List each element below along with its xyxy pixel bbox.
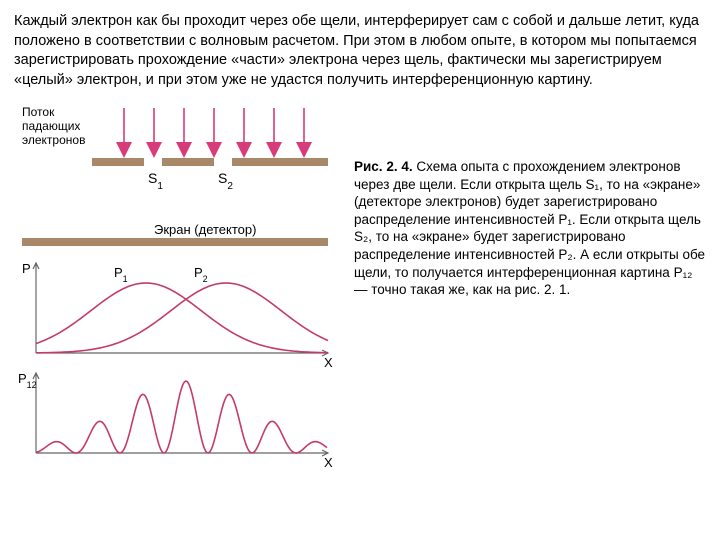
svg-text:X: X: [324, 355, 333, 370]
svg-text:S1: S1: [148, 170, 163, 192]
svg-text:P12: P12: [18, 371, 37, 390]
svg-text:P2: P2: [194, 265, 208, 284]
svg-text:P: P: [22, 261, 31, 276]
figure-caption: Рис. 2. 4. Схема опыта с прохождением эл…: [354, 98, 706, 473]
svg-text:S2: S2: [218, 170, 233, 192]
svg-text:Поток: Поток: [22, 105, 55, 119]
content-row: Потокпадающихэлектронов S1 S2 Экран (детект…: [14, 98, 706, 473]
figure-container: Потокпадающихэлектронов S1 S2 Экран (детект…: [14, 98, 344, 473]
svg-text:X: X: [324, 455, 333, 468]
top-paragraph: Каждый электрон как бы проходит через об…: [14, 12, 706, 90]
double-slit-figure: Потокпадающихэлектронов S1 S2 Экран (детект…: [14, 98, 344, 468]
caption-text: Схема опыта с прохождением электронов че…: [354, 159, 705, 297]
svg-text:P1: P1: [114, 265, 128, 284]
caption-label: Рис. 2. 4.: [354, 159, 413, 174]
svg-text:падающих: падающих: [22, 119, 80, 133]
svg-text:электронов: электронов: [22, 133, 85, 147]
svg-text:Экран (детектор): Экран (детектор): [154, 222, 256, 237]
